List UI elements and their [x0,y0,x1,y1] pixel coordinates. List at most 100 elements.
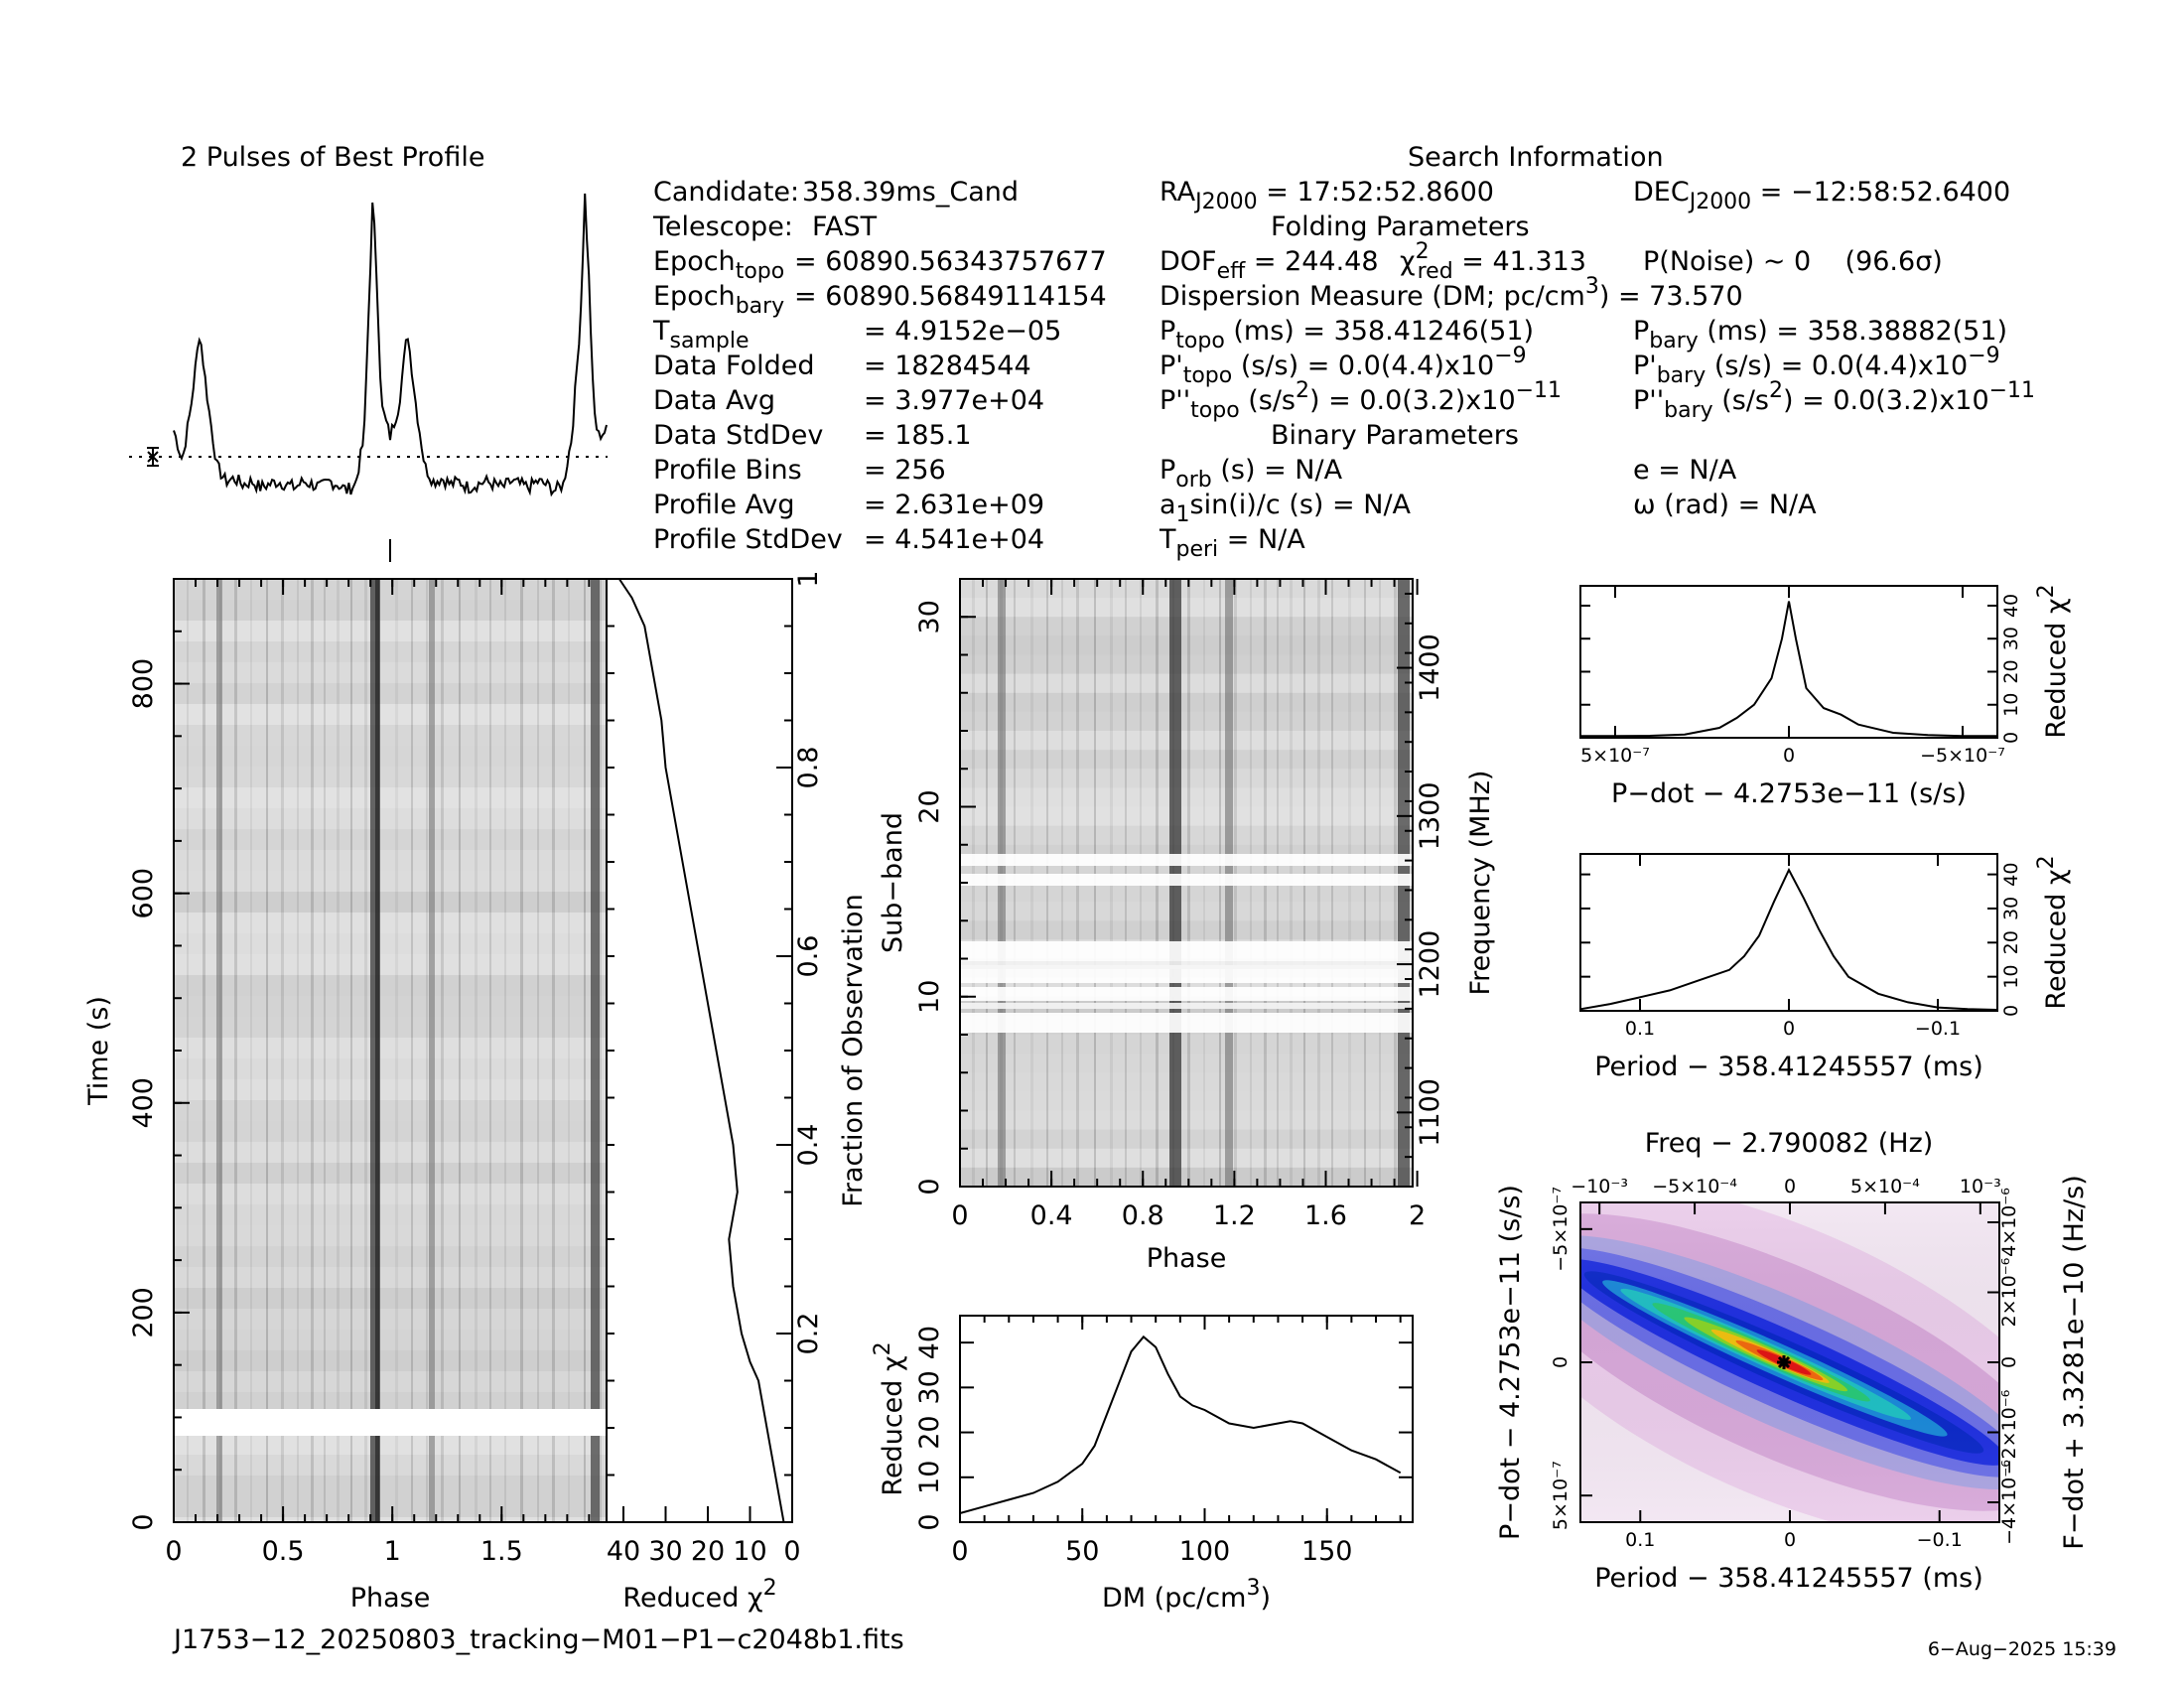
p-bary-line: Pbary (ms) = 358.38882(51) [1633,316,2007,353]
info-value-5: = 18284544 [864,351,1031,381]
period-ytick: 30 [2000,897,2022,920]
subband-ytick: 0 [914,1178,945,1195]
ecc-line: e = N/A [1633,455,1737,486]
period-ytick: 10 [2000,965,2022,989]
period-ytick: 20 [2000,930,2022,954]
time-chi2-ytick: 1 [793,570,824,587]
profile-panel [129,193,608,562]
pdot-curve-line [1580,601,1997,738]
ppdot-xtick: 0 [1784,1529,1796,1551]
time-chi2-xtick: 0 [783,1536,800,1567]
info-label-7: Data StdDev [653,420,823,451]
info-value-6: = 3.977e+04 [864,385,1044,416]
info-label-4: Tsample [652,316,750,353]
time-phase-panel: 0 0.5 1 1.5 0 200 400 600 800 Time (s) Phase [83,578,608,1614]
pdot-xtick: −5×10⁻⁷ [1920,745,2005,767]
info-label-2: Epochtopo [653,246,784,284]
time-phase-ytick: 400 [128,1077,159,1129]
subband-xtick: 1.6 [1304,1200,1347,1231]
ppdot-xtick: 0.1 [1625,1529,1655,1551]
time-phase-xtick: 1 [384,1536,401,1567]
period-xtick: −0.1 [1915,1018,1961,1040]
subband-rtick: 1200 [1415,930,1445,999]
time-phase-xlabel: Phase [350,1583,431,1614]
period-xlabel: Period − 358.41245557 (ms) [1594,1052,1983,1082]
timestamp: 6−Aug−2025 15:39 [1928,1638,2116,1660]
pdot-ytick: 40 [2000,594,2022,618]
subband-ytick: 10 [914,980,945,1014]
time-phase-ytick: 600 [128,868,159,919]
time-chi2-xtick: 40 [607,1536,640,1567]
pdot-ytick: 30 [2000,627,2022,650]
dm-xlabel: DM (pc/cm3) [1102,1576,1271,1614]
dm-xtick: 0 [951,1536,968,1567]
subband-rlabel: Frequency (MHz) [1465,771,1496,996]
ppdot-ytick: 0 [1550,1356,1571,1368]
dm-ytick: 30 [914,1370,945,1404]
subband-xtick: 0.8 [1122,1200,1164,1231]
time-chi2-panel: 40 30 20 10 0 0.2 0.4 0.6 0.8 1 Reduced χ2 Fracti… [606,570,869,1614]
ppdot-toptick: 0 [1784,1176,1796,1197]
info-value-4: = 4.9152e−05 [864,316,1061,347]
time-phase-ylabel: Time (s) [83,996,114,1106]
ppdot-ytick: 5×10⁻⁷ [1550,1461,1571,1530]
pdot-xlabel: P−dot − 4.2753e−11 (s/s) [1611,778,1967,809]
subband-xtick: 0 [951,1200,968,1231]
period-xtick: 0.1 [1625,1018,1655,1040]
ppdot-rtick: −2×10⁻⁶ [1998,1390,2020,1476]
pdot-ytick: 20 [2000,659,2022,683]
binary-params-title: Binary Parameters [1271,420,1519,451]
porb-line: Porb (s) = N/A [1160,455,1343,492]
info-value-0: 358.39ms_Cand [802,177,1019,208]
subband-xtick: 0.4 [1030,1200,1073,1231]
pdot-xtick: 5×10⁻⁷ [1580,745,1650,767]
time-phase-xtick: 0 [165,1536,182,1567]
subband-rtick: 1300 [1415,781,1445,850]
pnoise-line: P(Noise) ~ 0 (96.6σ) [1643,246,1943,277]
time-chi2-line [617,578,785,1523]
time-phase-ytick: 800 [128,658,159,710]
dm-xtick: 150 [1301,1536,1353,1567]
time-phase-gap [174,1409,607,1436]
info-left-column: Candidate: 358.39ms_Cand Telescope: FAST Epo… [652,177,1107,555]
dm-ytick: 0 [914,1513,945,1530]
info-label-9: Profile Avg [653,490,795,520]
dm-panel: 0 50 100 150 0 10 20 30 40 Reduced χ2 DM (pc/cm3… [871,1315,1414,1614]
dm-ytick: 20 [914,1415,945,1449]
ppdot-toptick: −10⁻³ [1570,1176,1628,1197]
time-phase-xtick: 0.5 [262,1536,305,1567]
info-value-8: = 256 [864,455,946,486]
time-phase-image [174,579,607,1522]
time-chi2-xtick: 30 [648,1536,682,1567]
info-value-3: = 60890.56849114154 [794,281,1107,312]
ppdot-toptick: −5×10⁻⁴ [1652,1176,1737,1197]
ppdot-ytick: −5×10⁻⁷ [1550,1187,1571,1272]
pdot-bary-line: P'bary (s/s) = 0.0(4.4)x10−9 [1633,344,2000,388]
info-label-8: Profile Bins [653,455,802,486]
ra-line: RAJ2000 = 17:52:52.8600 [1160,177,1494,214]
info-value-7: = 185.1 [864,420,972,451]
ppdot-rtick: 4×10⁻⁶ [1998,1188,2020,1257]
asini-line: a1sin(i)/c (s) = N/A [1160,490,1412,527]
ppdot-toplabel: Freq − 2.790082 (Hz) [1645,1128,1934,1159]
profile-title: 2 Pulses of Best Profile [181,142,484,173]
period-ytick: 0 [2000,1005,2022,1017]
time-phase-xtick: 1.5 [480,1536,523,1567]
ppdot-xtick: −0.1 [1917,1529,1963,1551]
time-chi2-xtick: 10 [733,1536,766,1567]
period-curve-line [1579,867,1998,1011]
time-chi2-ylabel: Fraction of Observation [838,894,869,1206]
info-value-2: = 60890.56343757677 [794,246,1107,277]
subband-ytick: 20 [914,789,945,823]
dof-line: DOFeff = 244.48 [1160,246,1379,284]
dm-line: Dispersion Measure (DM; pc/cm3) = 73.570 [1160,274,1743,312]
subband-rtick: 1100 [1415,1078,1445,1147]
dm-curve-line [959,1335,1402,1514]
info-label-6: Data Avg [653,385,775,416]
subband-ylabel: Sub−band [878,812,908,953]
ppdot-panel: 0.1 0 −0.1 −10⁻³ −5×10⁻⁴ 0 5×10⁻⁴ 10⁻³ −5×10⁻⁷ 0 5… [1495,1128,2090,1594]
info-value-1: FAST [812,211,878,242]
time-phase-pulse-3 [216,579,222,1522]
